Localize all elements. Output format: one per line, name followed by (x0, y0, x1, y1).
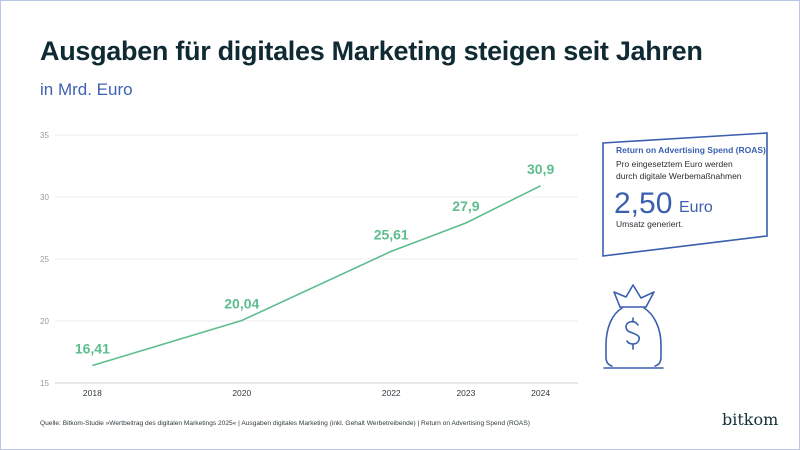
money-bag-icon (603, 284, 664, 369)
y-tick-label: 15 (40, 379, 49, 388)
y-tick-label: 30 (40, 193, 49, 202)
data-label: 27,9 (452, 198, 479, 214)
roas-unit: Euro (679, 199, 713, 216)
x-tick-label: 2022 (382, 388, 401, 398)
roas-line2: durch digitale Werbemaßnahmen (616, 171, 742, 181)
data-label: 30,9 (527, 161, 554, 177)
y-axis-ticks: 15 20 25 30 35 (40, 131, 49, 388)
y-tick-label: 35 (40, 131, 49, 140)
x-tick-label: 2023 (456, 388, 475, 398)
series-line (92, 185, 541, 367)
y-tick-label: 20 (40, 317, 49, 326)
x-tick-label: 2020 (232, 388, 251, 398)
source-note: Quelle: Bitkom-Studie »Wertbeitrag des d… (40, 420, 530, 427)
data-labels: 16,41 20,04 25,61 27,9 30,9 (75, 161, 555, 357)
roas-box-frame (602, 132, 768, 257)
data-label: 20,04 (224, 296, 259, 312)
data-label: 25,61 (374, 226, 409, 242)
roas-title: Return on Advertising Spend (ROAS) (616, 145, 766, 155)
x-tick-label: 2024 (531, 388, 550, 398)
chart-subtitle: in Mrd. Euro (40, 80, 133, 99)
roas-line3: Umsatz generiert. (616, 219, 683, 229)
gridlines (55, 134, 578, 384)
x-tick-label: 2018 (83, 388, 102, 398)
roas-value: 2,50 (614, 187, 672, 220)
roas-box: Return on Advertising Spend (ROAS) Pro e… (602, 132, 768, 257)
data-label: 16,41 (75, 341, 110, 357)
bitkom-logo: bitkom (722, 410, 779, 429)
y-tick-label: 25 (40, 255, 49, 264)
roas-line1: Pro eingesetztem Euro werden (616, 159, 733, 169)
x-axis-ticks: 2018 2020 2022 2023 2024 (83, 388, 550, 398)
chart-title: Ausgaben für digitales Marketing steigen… (40, 36, 703, 66)
